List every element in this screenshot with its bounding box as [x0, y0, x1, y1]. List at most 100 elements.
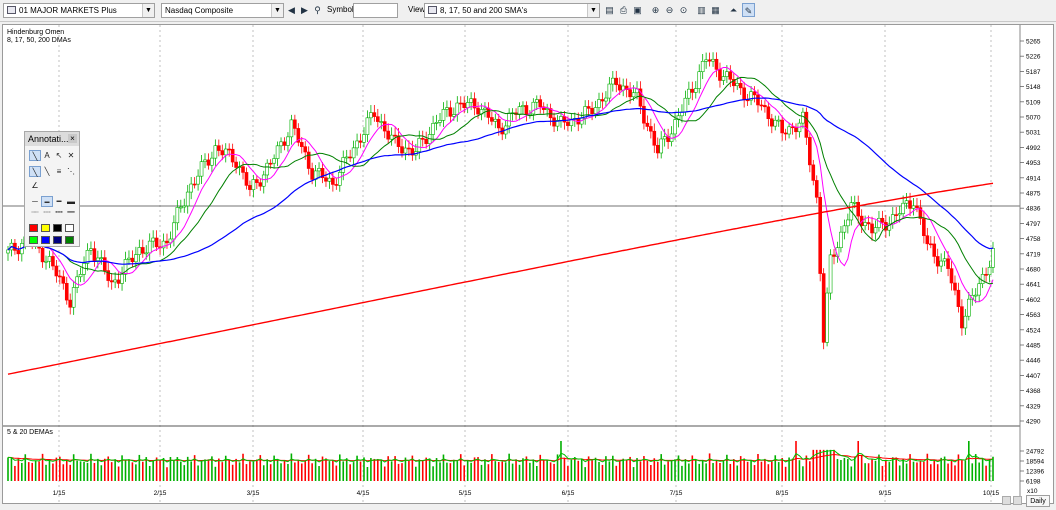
candle-body — [369, 112, 373, 119]
save-icon[interactable]: ▣ — [633, 5, 642, 15]
moving-averages — [7, 67, 994, 375]
candle-body — [711, 58, 715, 62]
print-icon[interactable]: ⎙ — [619, 5, 628, 15]
date-tick-label: 6/15 — [562, 490, 575, 497]
candle-body — [448, 107, 453, 117]
zoom-out-icon[interactable]: ⊖ — [665, 5, 674, 15]
channel-tool-icon[interactable]: ≡ — [56, 167, 62, 176]
text-tool-icon[interactable]: A — [44, 151, 50, 160]
date-tick-label: 3/15 — [247, 490, 260, 497]
candle-body — [68, 299, 73, 308]
candle-body — [344, 156, 349, 159]
chevron-down-icon[interactable]: ▼ — [142, 4, 154, 17]
candle-body — [47, 256, 52, 262]
color-swatch[interactable] — [41, 224, 50, 232]
candle-body — [99, 257, 104, 259]
line-dashdot-icon[interactable]: ╍╍ — [55, 210, 63, 216]
price-tick-label: 4836 — [1026, 206, 1041, 213]
candle-body — [659, 138, 664, 154]
line-dashed-icon[interactable]: ╌╌ — [43, 210, 51, 216]
candle-body — [839, 231, 843, 248]
candle-body — [877, 217, 881, 228]
trend-icon[interactable]: ⏶ — [729, 5, 738, 15]
price-tick-label: 4329 — [1026, 403, 1041, 410]
chevron-down-icon[interactable]: ▼ — [587, 4, 599, 17]
candle-body — [324, 177, 328, 182]
zoom-in-icon[interactable]: ⊕ — [651, 5, 660, 15]
candle-body — [154, 237, 159, 248]
color-swatch[interactable] — [29, 224, 38, 232]
candle-body — [106, 270, 111, 281]
color-swatch[interactable] — [53, 236, 62, 244]
candle-body — [96, 257, 100, 261]
candle-body — [140, 247, 145, 254]
candle-body — [683, 97, 688, 113]
layout-icon[interactable]: ▦ — [711, 5, 720, 15]
line-thin-icon[interactable]: ─ — [32, 197, 38, 206]
symbol-input[interactable] — [353, 3, 398, 18]
symbol-name-select[interactable]: Nasdaq Composite ▼ — [161, 3, 284, 18]
candle-body — [946, 258, 950, 269]
candle-body — [880, 217, 885, 223]
pointer-tool-icon[interactable]: ↖ — [55, 151, 63, 160]
timeframe-button[interactable]: Daily — [1026, 495, 1050, 507]
volume-dema5-line — [7, 449, 994, 463]
line-heavy-icon[interactable]: ▬ — [67, 197, 75, 206]
zoom-reset-icon[interactable]: ⊙ — [679, 5, 688, 15]
candle-body — [987, 267, 992, 276]
chevron-down-icon[interactable]: ▼ — [271, 4, 283, 17]
previous-symbol-button[interactable]: ◀ — [288, 5, 295, 15]
line-thick-icon[interactable]: ━ — [56, 197, 62, 206]
date-tick-label: 10/15 — [983, 490, 1000, 497]
color-swatch[interactable] — [53, 224, 62, 232]
angle-tool-icon[interactable]: ∠ — [31, 181, 39, 190]
color-swatch[interactable] — [41, 236, 50, 244]
line-long-dash-icon[interactable]: ━━ — [67, 210, 75, 216]
line-tool-icon[interactable]: ╲ — [29, 150, 41, 161]
candle-body — [783, 132, 788, 135]
binoculars-icon[interactable]: ⚲ — [314, 5, 321, 15]
delete-tool-icon[interactable]: ✕ — [67, 151, 75, 160]
ray-tool-icon[interactable]: ╲ — [44, 167, 50, 176]
scroll-left-button[interactable] — [1002, 496, 1011, 505]
candle-body — [455, 102, 460, 115]
chart-area[interactable]: Hindenburg Omen 8, 17, 50, 200 DMAs 5 & … — [2, 24, 1054, 504]
candle-body — [230, 148, 235, 163]
candle-body — [265, 162, 270, 176]
candle-body — [213, 145, 218, 159]
scroll-lock-icon[interactable]: ▥ — [697, 5, 706, 15]
candle-body — [973, 294, 978, 297]
candle-body — [251, 179, 256, 190]
volume-tick-label: 18594 — [1026, 459, 1044, 466]
candle-body — [410, 148, 415, 156]
line-medium-icon[interactable]: ━ — [41, 196, 53, 207]
candle-body — [583, 106, 587, 119]
color-swatch[interactable] — [29, 236, 38, 244]
trendline-tool-icon[interactable]: ╲ — [29, 166, 41, 177]
fan-tool-icon[interactable]: ⋱ — [67, 167, 75, 176]
candle-body — [192, 183, 197, 186]
line-dotted-icon[interactable]: ┄┄ — [31, 210, 39, 216]
close-icon[interactable]: × — [68, 134, 77, 143]
candle-body — [842, 225, 847, 233]
watchlist-select[interactable]: 01 MAJOR MARKETS Plus ▼ — [3, 3, 155, 18]
color-swatch[interactable] — [65, 236, 74, 244]
next-symbol-button[interactable]: ▶ — [301, 5, 308, 15]
volume-bars — [7, 440, 994, 481]
candle-body — [102, 257, 107, 271]
view-select[interactable]: 8, 17, 50 and 200 SMA's ▼ — [424, 3, 600, 18]
price-tick-label: 4875 — [1026, 191, 1041, 198]
candle-body — [600, 99, 605, 102]
candle-body — [718, 69, 722, 81]
color-swatch[interactable] — [65, 224, 74, 232]
candle-body — [928, 243, 933, 246]
candle-body — [597, 99, 601, 108]
annotation-toggle-icon[interactable]: ✎ — [742, 3, 755, 17]
candle-body — [517, 106, 522, 115]
properties-icon[interactable]: ▤ — [605, 5, 614, 15]
candle-body — [6, 249, 10, 254]
candle-body — [476, 107, 480, 115]
scroll-right-button[interactable] — [1013, 496, 1022, 505]
candle-body — [980, 274, 985, 284]
candle-body — [234, 161, 238, 168]
